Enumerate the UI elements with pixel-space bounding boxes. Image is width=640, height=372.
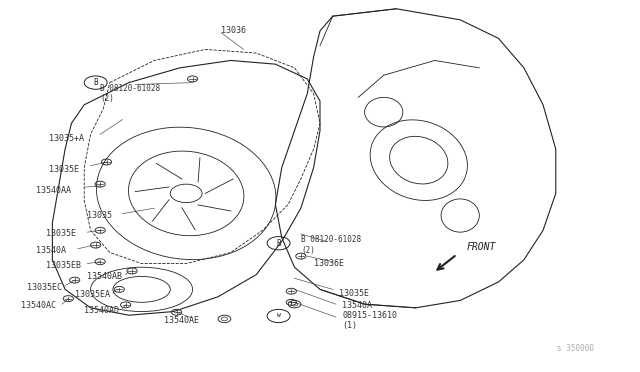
Text: B: B bbox=[276, 239, 281, 248]
Text: 13035EC: 13035EC bbox=[27, 283, 62, 292]
Text: 13035EA: 13035EA bbox=[75, 291, 109, 299]
Text: 13035EB: 13035EB bbox=[46, 261, 81, 270]
Text: 13036E: 13036E bbox=[314, 259, 344, 268]
Text: 13035E: 13035E bbox=[46, 230, 76, 238]
Text: 13035+A: 13035+A bbox=[49, 134, 84, 142]
Text: 08915-13610
(1): 08915-13610 (1) bbox=[342, 311, 397, 330]
Text: FRONT: FRONT bbox=[467, 242, 496, 252]
Text: 13540AA: 13540AA bbox=[36, 186, 72, 195]
Text: s 350000: s 350000 bbox=[557, 344, 594, 353]
Text: B 08120-61028
(2): B 08120-61028 (2) bbox=[301, 235, 361, 255]
Text: 13540A: 13540A bbox=[36, 246, 67, 255]
Text: 13035E: 13035E bbox=[49, 165, 79, 174]
Text: 13036: 13036 bbox=[221, 26, 246, 35]
Text: 13540AB: 13540AB bbox=[88, 272, 122, 281]
Text: 13540AD: 13540AD bbox=[84, 306, 119, 315]
Text: W: W bbox=[276, 314, 280, 318]
Text: 13540AC: 13540AC bbox=[20, 301, 56, 311]
Text: B 08120-61028
(2): B 08120-61028 (2) bbox=[100, 84, 160, 103]
Text: B: B bbox=[93, 78, 98, 87]
Text: 13035: 13035 bbox=[88, 211, 113, 220]
Text: 13035E: 13035E bbox=[339, 289, 369, 298]
Text: 13540AE: 13540AE bbox=[164, 316, 199, 325]
Text: 13540A: 13540A bbox=[342, 301, 372, 311]
